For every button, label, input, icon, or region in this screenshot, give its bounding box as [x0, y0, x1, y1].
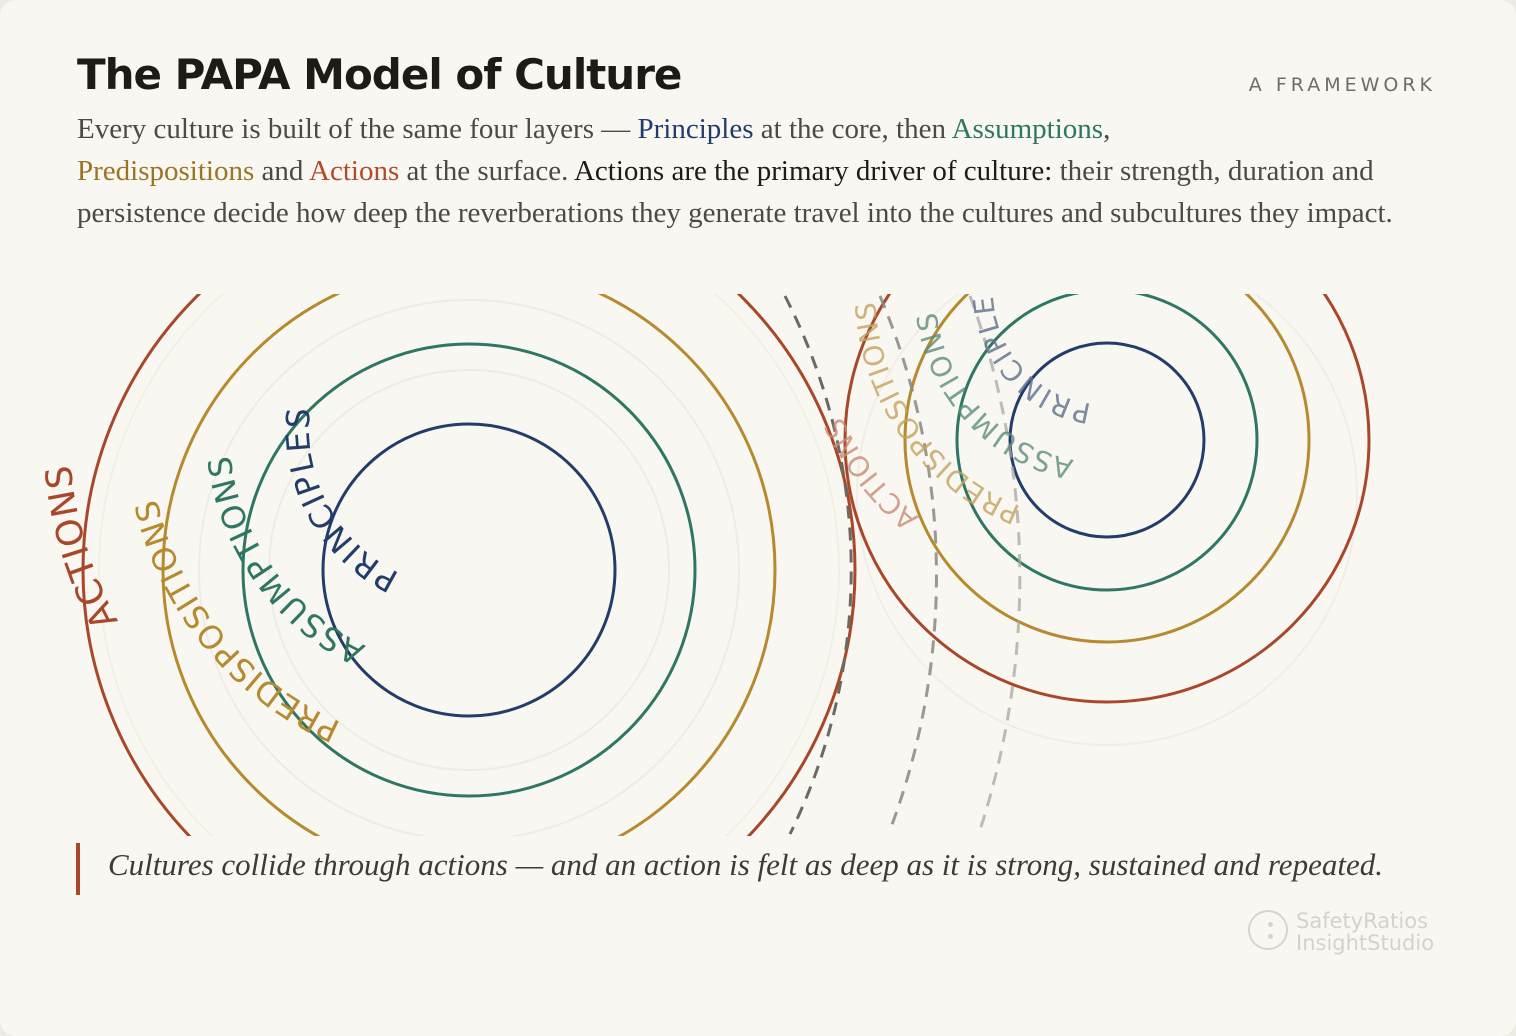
brand-name-line1: SafetyRatios	[1296, 909, 1429, 933]
page-title: The PAPA Model of Culture	[77, 50, 682, 99]
intro-actions-term: Actions	[309, 155, 400, 187]
intro-emphasis: Actions are the primary driver of cultur…	[573, 155, 1053, 187]
intro-paragraph: Every culture is built of the same four …	[77, 108, 1437, 234]
intro-text: at the core, then	[753, 113, 952, 145]
left-actions-ring	[81, 294, 857, 836]
left-actions-label: ACTIONS	[39, 463, 126, 635]
faint-reverberation-rings	[98, 294, 1358, 836]
intro-text: and	[254, 155, 310, 187]
left-culture-rings	[81, 294, 857, 836]
left-culture-labels: PRINCIPLES ASSUMPTIONS PREDISPOSITIONS A…	[39, 407, 404, 750]
intro-predispositions-term: Predispositions	[77, 155, 255, 187]
left-assumptions-ring	[241, 342, 697, 798]
kicker-label: A FRAMEWORK	[1248, 74, 1436, 96]
left-principles-label: PRINCIPLES	[279, 407, 404, 600]
intro-principles-term: Principles	[637, 113, 754, 145]
reverberation-arcs	[783, 295, 1022, 835]
left-principles-ring	[321, 422, 617, 718]
right-assumptions-ring	[955, 294, 1259, 592]
right-culture-rings	[843, 294, 1371, 704]
pull-quote-text: Cultures collide through actions — and a…	[108, 847, 1383, 882]
brand-mark-icon	[1248, 910, 1288, 950]
intro-assumptions-term: Assumptions	[951, 113, 1104, 145]
culture-collision-diagram: PRINCIPLES ASSUMPTIONS PREDISPOSITIONS A…	[39, 294, 1371, 836]
right-predispositions-ring	[903, 294, 1311, 644]
intro-text: ,	[1103, 113, 1111, 145]
brand-logo: SafetyRatios InsightStudio	[1248, 908, 1448, 958]
left-predispositions-ring	[161, 294, 777, 836]
intro-text: Every culture is built of the same four …	[77, 113, 638, 145]
brand-name-line2: InsightStudio	[1296, 931, 1435, 955]
right-actions-ring	[843, 294, 1371, 704]
right-culture-labels: PRINCIPLES ASSUMPTIONS PREDISPOSITIONS A…	[818, 294, 1093, 537]
intro-text: at the surface.	[399, 155, 574, 187]
intro-text: their strength, duration and persistence…	[77, 155, 1393, 229]
reverberation-arc-2	[878, 295, 938, 831]
right-principles-ring	[1008, 341, 1206, 539]
reverberation-arc-1	[783, 295, 853, 835]
pull-quote: Cultures collide through actions — and a…	[76, 843, 1383, 895]
reverberation-arc-3	[968, 295, 1022, 831]
